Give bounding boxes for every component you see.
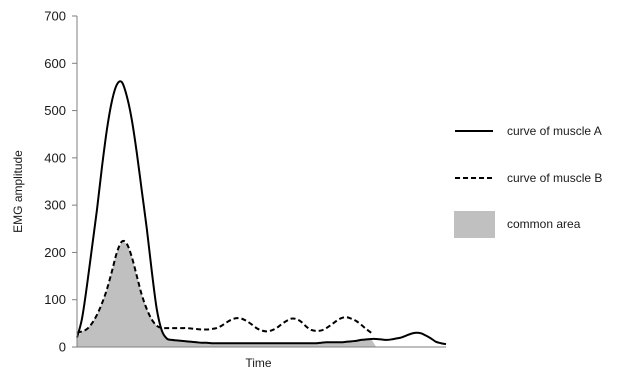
series-line-muscle-a — [76, 80, 447, 346]
y-tick-label: 400 — [44, 150, 66, 165]
common-area-layer — [77, 241, 446, 347]
legend-label-common-area: common area — [507, 217, 581, 231]
y-tick-label: 700 — [44, 9, 66, 24]
y-tick-layer: 0 100 200 300 400 500 600 700 — [44, 9, 77, 355]
common-area-fill — [77, 241, 446, 347]
y-tick-label: 0 — [59, 340, 66, 355]
y-tick-label: 200 — [44, 245, 66, 260]
x-axis-label: Time — [245, 356, 272, 370]
y-tick-label: 100 — [44, 292, 66, 307]
y-tick-label: 600 — [44, 56, 66, 71]
legend: curve of muscle A curve of muscle B comm… — [454, 124, 602, 238]
series-lines-layer — [76, 80, 447, 346]
legend-label-muscle-a: curve of muscle A — [507, 124, 602, 138]
series-line-muscle-b — [76, 239, 372, 334]
legend-swatch-common-area — [454, 211, 495, 238]
y-tick-label: 300 — [44, 198, 66, 213]
y-axis-label: EMG amplitude — [11, 150, 25, 233]
legend-label-muscle-b: curve of muscle B — [507, 171, 602, 185]
y-tick-label: 500 — [44, 103, 66, 118]
